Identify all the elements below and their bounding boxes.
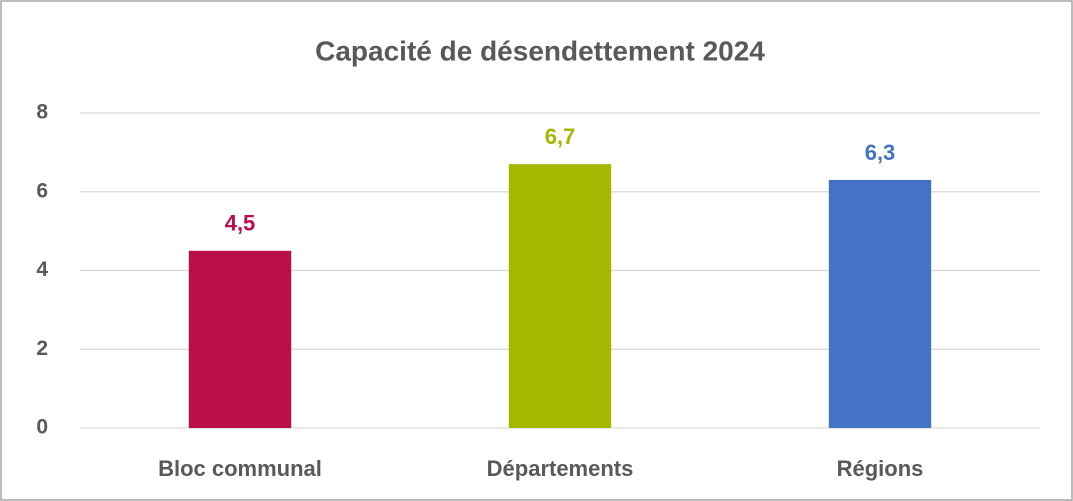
data-label: 6,3: [865, 140, 896, 165]
x-tick-label: Bloc communal: [158, 456, 322, 481]
data-label: 4,5: [225, 211, 256, 236]
data-label: 6,7: [545, 124, 576, 149]
chart-title: Capacité de désendettement 2024: [315, 35, 765, 66]
bar: [828, 179, 932, 428]
x-tick-label: Régions: [837, 456, 924, 481]
y-tick-label: 8: [36, 101, 48, 124]
y-tick-label: 4: [36, 258, 48, 281]
x-tick-label: Départements: [487, 456, 634, 481]
y-tick-label: 0: [36, 416, 48, 439]
y-tick-label: 6: [36, 179, 48, 202]
bar: [188, 250, 292, 428]
y-tick-label: 2: [36, 337, 48, 360]
bar: [508, 164, 612, 428]
